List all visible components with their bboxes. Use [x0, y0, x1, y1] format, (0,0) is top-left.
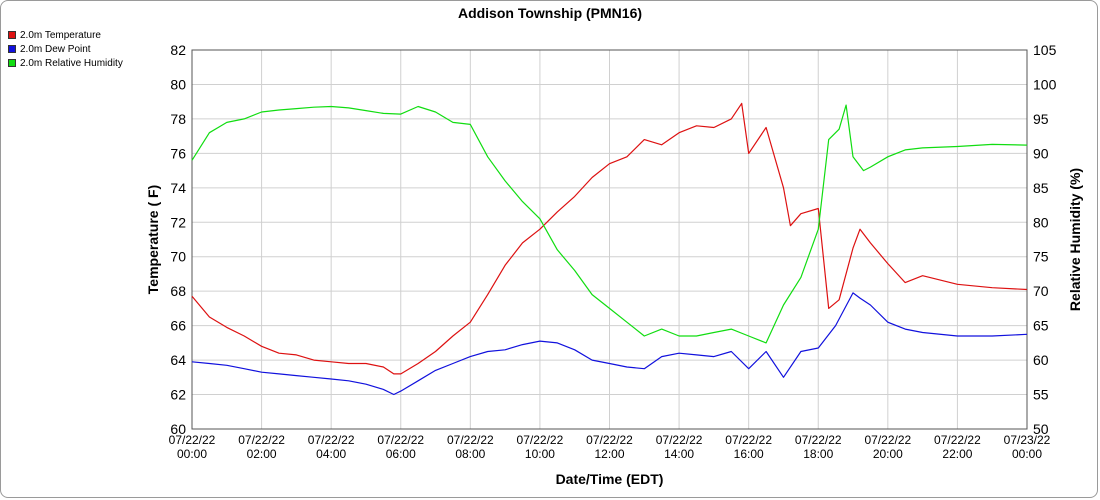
y-left-tick-label: 68: [170, 283, 186, 299]
x-tick-label-time: 14:00: [664, 447, 694, 461]
x-tick-label-time: 16:00: [734, 447, 764, 461]
x-tick-label-time: 20:00: [873, 447, 903, 461]
x-tick-label-time: 18:00: [803, 447, 833, 461]
dew-point-line: [191, 292, 1028, 396]
y-right-tick-label: 50: [1033, 421, 1049, 437]
x-tick-label-date: 07/22/22: [725, 433, 772, 447]
y-right-axis-title: Relative Humidity (%): [1067, 168, 1083, 311]
legend-item-temperature: 2.0m Temperature: [8, 28, 123, 42]
y-left-tick-label: 70: [170, 249, 186, 265]
x-tick-label-time: 22:00: [942, 447, 972, 461]
y-right-tick-label: 70: [1033, 283, 1049, 299]
x-tick-label-date: 07/22/22: [169, 433, 216, 447]
legend-swatch-relative-humidity: [8, 59, 16, 67]
legend-item-relative-humidity: 2.0m Relative Humidity: [8, 56, 123, 70]
x-tick-label-time: 04:00: [316, 447, 346, 461]
y-right-tick-label: 95: [1033, 111, 1049, 127]
y-left-axis-title: Temperature ( F): [145, 185, 161, 294]
y-left-tick-label: 62: [170, 387, 186, 403]
y-left-tick-label: 64: [170, 352, 186, 368]
y-right-tick-label: 75: [1033, 249, 1049, 265]
relative-humidity-line: [191, 104, 1028, 344]
x-tick-label-time: 02:00: [247, 447, 277, 461]
y-left-tick-label: 60: [170, 421, 186, 437]
x-tick-label-date: 07/22/22: [934, 433, 981, 447]
y-right-tick-label: 100: [1033, 76, 1057, 92]
y-right-tick-label: 60: [1033, 352, 1049, 368]
legend: 2.0m Temperature 2.0m Dew Point 2.0m Rel…: [8, 28, 123, 70]
x-tick-label-date: 07/22/22: [656, 433, 703, 447]
y-left-tick-label: 76: [170, 145, 186, 161]
x-tick-label-date: 07/22/22: [377, 433, 424, 447]
y-right-tick-label: 80: [1033, 214, 1049, 230]
legend-item-dew-point: 2.0m Dew Point: [8, 42, 123, 56]
y-left-tick-label: 82: [170, 42, 186, 58]
y-right-tick-label: 105: [1033, 42, 1057, 58]
y-right-tick-label: 55: [1033, 387, 1049, 403]
chart-title: Addison Township (PMN16): [457, 5, 643, 21]
x-axis-title: Date/Time (EDT): [556, 471, 664, 487]
legend-swatch-temperature: [8, 31, 16, 39]
x-tick-label-date: 07/22/22: [308, 433, 355, 447]
x-tick-label-time: 12:00: [594, 447, 624, 461]
legend-label-temperature: 2.0m Temperature: [20, 29, 101, 41]
x-tick-label-time: 00:00: [177, 447, 207, 461]
x-tick-label-time: 10:00: [525, 447, 555, 461]
y-right-tick-label: 90: [1033, 145, 1049, 161]
y-left-tick-label: 80: [170, 76, 186, 92]
legend-swatch-dew-point: [8, 45, 16, 53]
x-tick-label-date: 07/22/22: [586, 433, 633, 447]
x-tick-label-date: 07/22/22: [447, 433, 494, 447]
x-tick-label-date: 07/22/22: [517, 433, 564, 447]
legend-label-relative-humidity: 2.0m Relative Humidity: [20, 57, 123, 69]
x-tick-label-time: 06:00: [386, 447, 416, 461]
y-left-tick-label: 74: [170, 180, 186, 196]
x-tick-label-date: 07/23/22: [1004, 433, 1051, 447]
y-left-tick-label: 78: [170, 111, 186, 127]
x-tick-label-date: 07/22/22: [864, 433, 911, 447]
legend-label-dew-point: 2.0m Dew Point: [20, 43, 91, 55]
x-tick-label-time: 08:00: [455, 447, 485, 461]
temperature-line: [191, 102, 1028, 375]
y-right-tick-label: 65: [1033, 318, 1049, 334]
plot-border: [191, 49, 1028, 430]
x-tick-label-date: 07/22/22: [795, 433, 842, 447]
x-tick-label-date: 07/22/22: [238, 433, 285, 447]
y-left-tick-label: 66: [170, 318, 186, 334]
y-left-tick-label: 72: [170, 214, 186, 230]
x-tick-label-time: 00:00: [1012, 447, 1042, 461]
y-right-tick-label: 85: [1033, 180, 1049, 196]
